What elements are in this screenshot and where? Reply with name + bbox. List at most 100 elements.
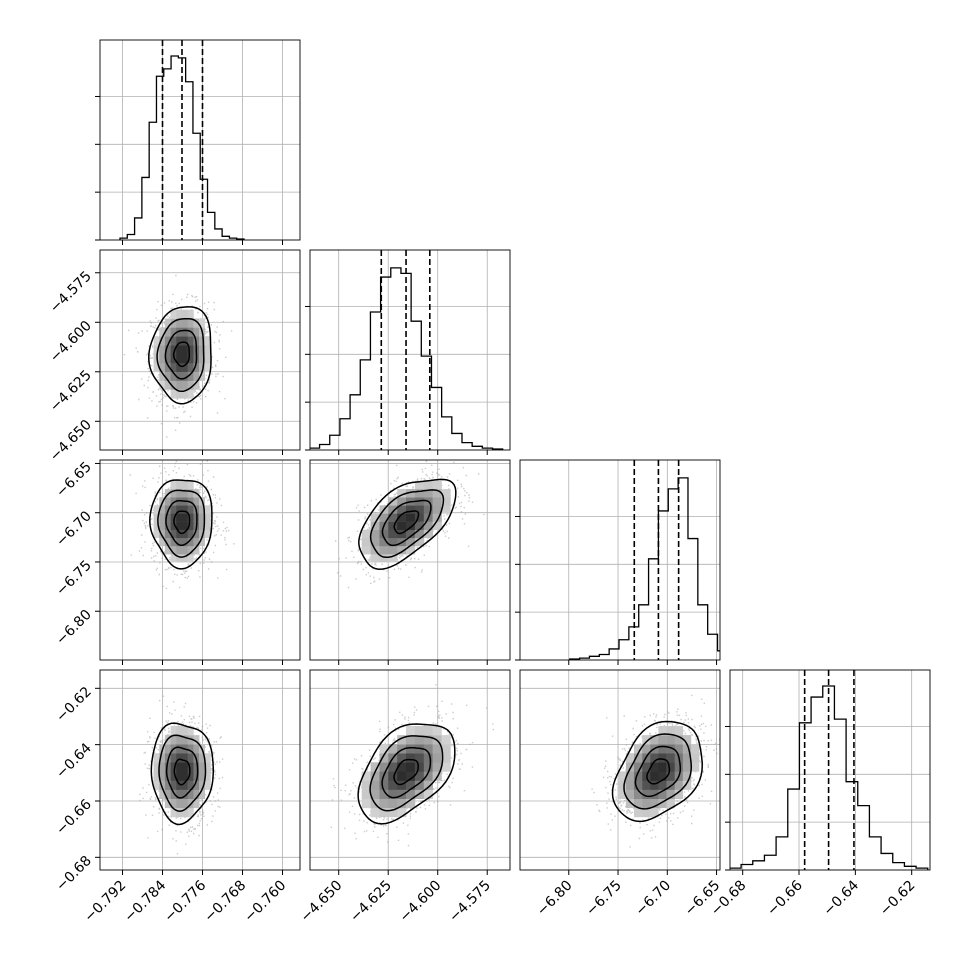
density-cell <box>674 780 684 790</box>
density-cell <box>176 345 183 355</box>
density-cell <box>650 735 659 745</box>
density-cell <box>423 771 433 781</box>
x-tick-label: −4.575 <box>446 878 494 926</box>
density-cell <box>397 744 407 754</box>
density-cell <box>379 780 389 790</box>
x-tick-label: −0.760 <box>241 878 289 926</box>
density-cell <box>182 521 188 530</box>
density-cell <box>370 513 380 522</box>
density-cell <box>170 546 177 555</box>
density-cell <box>406 789 416 799</box>
density-cell <box>182 546 188 555</box>
density-cell <box>170 380 177 390</box>
density-cell <box>187 513 194 522</box>
y-tick-label: −0.64 <box>53 740 95 782</box>
density-cell <box>182 505 188 514</box>
density-cell <box>170 309 177 319</box>
density-cell <box>193 735 200 745</box>
density-cell <box>176 771 183 781</box>
density-cell <box>406 537 416 547</box>
contour-line <box>149 479 213 570</box>
density-cell <box>164 744 171 754</box>
x-tick-label: −0.768 <box>201 878 249 926</box>
density-cell <box>159 789 166 799</box>
density-cell <box>423 762 433 772</box>
density-cell <box>423 789 433 799</box>
density-cell <box>164 529 171 539</box>
density-cell <box>153 780 160 790</box>
density-cell <box>187 362 194 372</box>
density-cell <box>187 354 194 364</box>
density-cell <box>414 480 425 490</box>
density-cell <box>170 554 177 563</box>
y-tick-label: −4.650 <box>47 417 95 465</box>
density-cell <box>182 345 188 355</box>
density-cell <box>182 389 188 399</box>
density-cell <box>204 780 211 790</box>
density-cell <box>193 744 200 754</box>
contour-line <box>623 733 693 810</box>
density-cell <box>634 798 643 809</box>
density-cell <box>642 798 651 809</box>
density-cell <box>406 780 416 790</box>
density-cell <box>388 771 398 781</box>
density-cell <box>182 771 188 781</box>
density-cell <box>634 753 643 763</box>
density-cell <box>406 771 416 781</box>
density-cell <box>182 318 188 328</box>
density-cell <box>170 521 177 530</box>
density-cell <box>164 362 171 372</box>
density-cell <box>379 537 389 547</box>
density-cell <box>170 513 177 522</box>
density-cell <box>164 798 171 809</box>
density-cell <box>388 798 398 809</box>
density-cell <box>361 798 371 809</box>
density-cell <box>176 513 183 522</box>
density-cell <box>176 362 183 372</box>
density-cell <box>170 497 177 506</box>
density-cell <box>379 753 389 763</box>
density-cell <box>176 780 183 790</box>
density-cell <box>176 521 183 530</box>
density-cell <box>164 345 171 355</box>
density-cell <box>397 513 407 522</box>
density-cell <box>379 513 389 522</box>
density-cell <box>204 771 211 781</box>
panel-3-1 <box>100 460 300 660</box>
density-cell <box>441 762 451 772</box>
density-cell <box>170 537 177 547</box>
density-cell <box>370 780 380 790</box>
density-cell <box>682 744 692 754</box>
density-cell <box>432 505 442 514</box>
contour-line <box>157 489 206 558</box>
density-cell <box>361 780 371 790</box>
density-cell <box>170 780 177 790</box>
density-cell <box>361 537 371 547</box>
density-cell <box>414 513 425 522</box>
density-cell <box>170 489 177 498</box>
density-cell <box>397 735 407 745</box>
y-tick-label: −4.600 <box>47 318 95 366</box>
density-cell <box>170 771 177 781</box>
density-cell <box>159 380 166 390</box>
density-cell <box>199 762 205 772</box>
x-tick-label: −6.70 <box>632 878 674 920</box>
density-cell <box>164 546 171 555</box>
y-tick-label: −6.75 <box>53 557 95 599</box>
density-cell <box>170 753 177 763</box>
density-cell <box>432 489 442 498</box>
y-tick-label: −6.65 <box>53 459 95 501</box>
panel-frame <box>99 249 301 451</box>
density-cell <box>187 744 194 754</box>
density-cell <box>414 735 425 745</box>
density-cell <box>634 780 643 790</box>
density-cell <box>182 362 188 372</box>
density-cell <box>164 497 171 506</box>
density-cell <box>153 513 160 522</box>
density-cell <box>153 362 160 372</box>
density-cell <box>666 762 675 772</box>
density-cell <box>170 362 177 372</box>
density-cell <box>164 780 171 790</box>
density-cell <box>379 798 389 809</box>
density-cell <box>164 762 171 772</box>
